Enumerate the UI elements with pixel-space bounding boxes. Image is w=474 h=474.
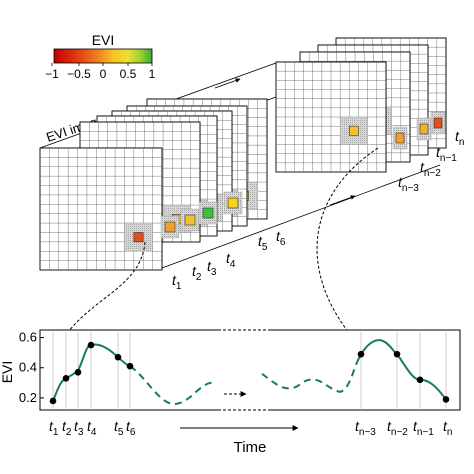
observation-points (49, 341, 450, 405)
time-label-tn2: tn−2 (420, 159, 441, 179)
observation-point (126, 362, 134, 370)
perspective-arrow-bottom (329, 195, 356, 206)
highlighted-pixel (227, 197, 239, 209)
x-time-label: t5 (114, 418, 124, 438)
y-tick-label: 0.2 (19, 390, 37, 405)
legend-colorbar (53, 48, 153, 64)
time-label-tn3: tn−3 (398, 174, 419, 194)
time-label-t5: t5 (258, 233, 268, 253)
evi-image-tn3 (275, 61, 387, 173)
evi-curve-early-dashed (129, 365, 215, 405)
x-time-label: tn−2 (387, 418, 408, 438)
highlighted-pixel (133, 232, 144, 243)
observation-point (416, 376, 424, 384)
x-time-label: t3 (74, 418, 84, 438)
chart-frame (39, 329, 461, 411)
time-label-t4: t4 (226, 250, 236, 270)
time-label-t2: t2 (192, 263, 202, 283)
time-label-tn1: tn−1 (436, 144, 457, 164)
observation-point (87, 341, 95, 349)
sample-time-lines (52, 332, 447, 410)
highlighted-pixel (164, 221, 176, 233)
observation-point (62, 375, 70, 382)
highlighted-pixel (202, 207, 214, 219)
legend-tick-label: −1 (45, 67, 59, 81)
legend-tick-label: 1 (149, 67, 156, 81)
evi-time-series-chart: 0.2 0.4 0.6 EVI t1 t2 t3 t4 t5 t6 tn−3 tn−2 tn−1 tn… (0, 328, 461, 456)
x-time-label: tn−3 (355, 418, 376, 438)
x-time-label: t1 (49, 418, 59, 438)
x-time-labels: t1 t2 t3 t4 t5 t6 tn−3 tn−2 tn−1 tn (49, 418, 452, 438)
highlighted-pixel (395, 132, 405, 144)
x-time-label: t2 (62, 418, 72, 438)
time-label-t1: t1 (172, 272, 182, 292)
x-time-label: tn (443, 418, 452, 438)
legend-title: EVI (92, 32, 115, 48)
evi-legend: EVI −1 −0.5 0 0.5 1 (45, 32, 156, 81)
observation-point (74, 368, 82, 376)
observation-point (357, 350, 365, 358)
x-time-label: t6 (126, 418, 136, 438)
time-labels-top: t1 t2 t3 t4 t5 t6 tn−3 tn−2 tn−1 tn (172, 128, 464, 292)
y-tick-label: 0.6 (19, 330, 37, 345)
observation-point (114, 353, 122, 361)
y-tick-label: 0.4 (19, 360, 37, 375)
highlighted-pixel (184, 214, 196, 226)
perspective-arrow-top (214, 78, 241, 89)
observation-point (49, 397, 57, 405)
legend-tick-label: −0.5 (67, 67, 91, 81)
connector-arrow-right (316, 147, 379, 347)
observation-point (442, 396, 450, 403)
time-label-t3: t3 (207, 258, 217, 278)
image-stack-late (275, 37, 447, 173)
observation-point (393, 350, 401, 358)
legend-tick-label: 0 (100, 67, 107, 81)
x-time-label: tn−1 (413, 418, 434, 438)
evi-curve-late-dashed (261, 364, 357, 393)
time-label-t6: t6 (276, 228, 286, 248)
y-axis-label: EVI (0, 361, 15, 384)
x-axis-label: Time (234, 439, 267, 456)
image-stack-early (39, 98, 268, 271)
legend-tick-label: 0.5 (120, 67, 137, 81)
x-time-label: t4 (87, 418, 97, 438)
legend-ticks: −1 −0.5 0 0.5 1 (45, 63, 156, 81)
highlighted-pixel (349, 125, 359, 136)
highlighted-pixel (433, 117, 443, 129)
evi-image-t1 (39, 147, 163, 271)
highlighted-pixel (419, 123, 429, 135)
y-ticks: 0.2 0.4 0.6 (19, 330, 44, 405)
time-label-tn: tn (455, 128, 464, 148)
